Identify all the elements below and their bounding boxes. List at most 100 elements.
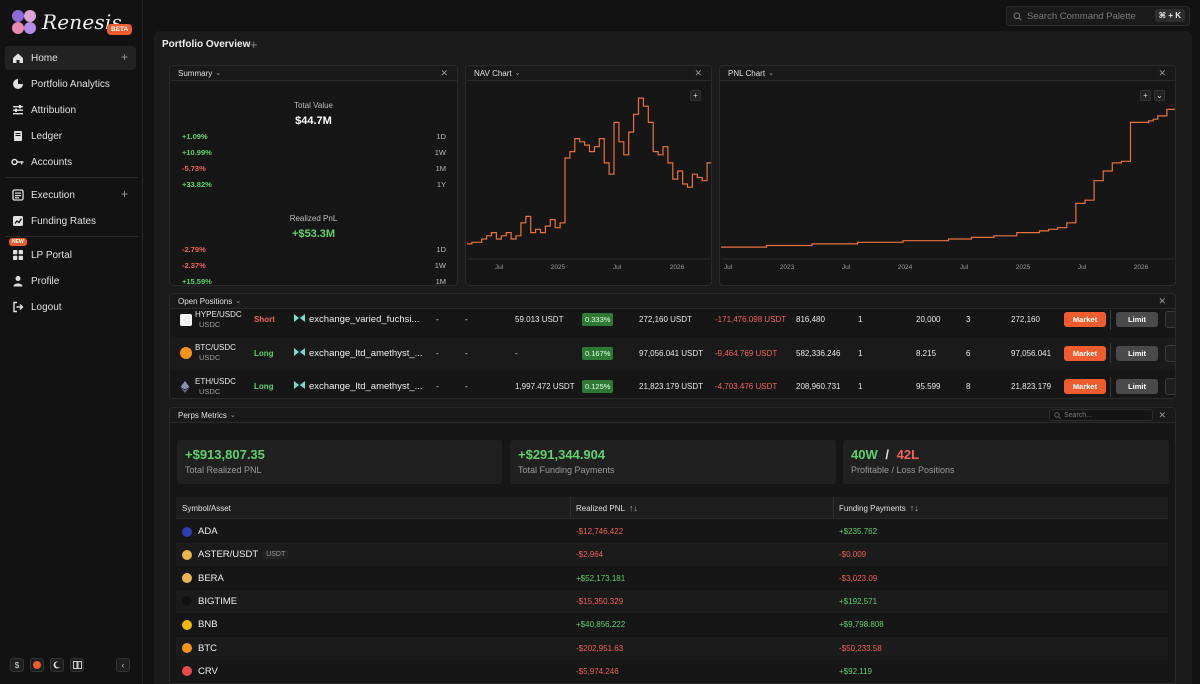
currency-toggle[interactable]: $ — [10, 658, 24, 672]
table-row[interactable]: BIGTIME -$15,350.329 +$192.571 — [176, 589, 1168, 613]
column-funding-payments[interactable]: Funding Payments ↑↓ — [833, 497, 919, 519]
nav-line-chart[interactable]: Jul 2025 Jul 2026 — [466, 82, 712, 286]
close-icon[interactable]: ✕ — [694, 68, 702, 78]
button-divider — [1110, 337, 1111, 370]
open-positions-header[interactable]: Open Positions ⌄ ✕ — [170, 294, 1175, 309]
sidebar-item-portfolio-analytics[interactable]: Portfolio Analytics — [5, 72, 136, 96]
position-qty-cell: 816,480 — [796, 303, 825, 336]
symbol-cell: ASTER/USDT USDT — [182, 543, 289, 566]
status-dot-icon[interactable] — [30, 658, 44, 672]
position-row[interactable]: BTC/USDC USDC Long exchange_ltd_amethyst_..… — [170, 336, 1175, 370]
add-widget-button[interactable]: + — [250, 37, 258, 52]
change-period: 1W — [434, 261, 446, 270]
column-realized-pnl[interactable]: Realized PNL ↑↓ — [570, 497, 638, 519]
funding-payment-cell: +$92.119 — [839, 666, 872, 676]
table-row[interactable]: ASTER/USDT USDT -$2.964 -$0.009 — [176, 543, 1168, 567]
more-actions-button[interactable] — [1165, 311, 1175, 328]
position-row[interactable]: ETH/USDC USDC Long exchange_ltd_amethyst_..… — [170, 370, 1175, 398]
coin-icon — [182, 666, 192, 677]
close-icon[interactable]: ✕ — [1158, 68, 1166, 78]
logo-icon — [12, 9, 37, 35]
zoom-in-button[interactable]: + — [1140, 90, 1151, 101]
limit-order-button[interactable]: Limit — [1116, 379, 1158, 394]
more-actions-button[interactable] — [1165, 378, 1175, 395]
sidebar-item-home[interactable]: Home + — [5, 46, 136, 70]
command-palette-search[interactable]: Search Command Palette ⌘ + K — [1006, 6, 1190, 26]
position-lev-cell: 1 — [858, 370, 862, 398]
close-icon[interactable]: ✕ — [1158, 296, 1166, 306]
limit-order-button[interactable]: Limit — [1116, 312, 1158, 327]
limit-order-button[interactable]: Limit — [1116, 345, 1158, 361]
coin-icon — [182, 619, 192, 630]
metric-label: Total Realized PNL — [185, 465, 262, 475]
perps-search-input[interactable]: Search... — [1049, 409, 1153, 421]
book-open-icon[interactable] — [70, 658, 84, 672]
table-row[interactable]: BERA +$52,173.181 -$3,023.09 — [176, 567, 1168, 590]
total-value-label: Total Value — [294, 101, 333, 110]
position-pnl-cell: -171,476.098 USDT — [715, 303, 786, 336]
market-order-button[interactable]: Market — [1064, 345, 1106, 361]
table-row[interactable]: BTC -$202,951.63 -$50,233.58 — [176, 636, 1168, 660]
sidebar-item-lp-portal[interactable]: NEW LP Portal — [5, 238, 136, 267]
x-tick-label: Jul — [1078, 264, 1087, 271]
shortcut-badge: ⌘ + K — [1154, 9, 1185, 22]
position-row[interactable]: HYPE/USDC USDC Short exchange_varied_fuchsi… — [170, 303, 1175, 336]
change-value: -5.73% — [182, 164, 206, 173]
coin-icon — [182, 596, 192, 607]
sort-icon[interactable]: ↑↓ — [909, 503, 919, 513]
sidebar-item-ledger[interactable]: Ledger — [5, 124, 136, 148]
close-icon[interactable]: ✕ — [1158, 410, 1166, 420]
sort-icon[interactable]: ↑↓ — [628, 503, 638, 513]
perps-table-header: Symbol/Asset Realized PNL ↑↓ Funding Paym… — [176, 497, 1168, 519]
moon-icon[interactable] — [50, 658, 64, 672]
side-label: Short — [254, 315, 275, 324]
add-home-view-icon[interactable]: + — [120, 50, 128, 64]
cell-value: - — [436, 315, 439, 324]
funding-rate-badge: 0.333% — [582, 313, 614, 326]
close-icon[interactable]: ✕ — [440, 68, 448, 78]
more-actions-button[interactable] — [1165, 344, 1175, 362]
coin-icon — [182, 643, 192, 653]
exchange-cell: exchange_ltd_amethyst_... — [294, 337, 423, 370]
sidebar-item-profile[interactable]: Profile — [5, 269, 136, 293]
symbol-label: BERA — [198, 572, 224, 584]
summary-header[interactable]: Summary ⌄ ✕ — [170, 66, 457, 81]
position-value-cell: 21,823.179 USDT — [639, 370, 703, 398]
sidebar-item-execution[interactable]: Execution + — [5, 183, 136, 207]
sidebar-item-accounts[interactable]: Accounts — [5, 150, 136, 174]
change-value: +10.99% — [182, 148, 212, 157]
pnl-chart-header[interactable]: PNL Chart ⌄ ✕ — [720, 66, 1175, 81]
cell-value: -171,476.098 USDT — [715, 315, 787, 324]
metric-value: +$913,807.35 — [185, 447, 265, 462]
symbol-cell: BTC — [182, 637, 217, 660]
symbol-label: BTC — [198, 642, 217, 654]
value-change-row: +10.99% 1W — [182, 148, 446, 160]
table-row[interactable]: CRV -$5,974.246 +$92.119 — [176, 660, 1168, 683]
add-execution-icon[interactable]: + — [120, 187, 128, 201]
zoom-in-button[interactable]: + — [690, 90, 701, 101]
column-symbol[interactable]: Symbol/Asset — [176, 497, 231, 519]
market-order-button[interactable]: Market — [1064, 379, 1106, 394]
table-row[interactable]: ADA -$12,746.422 +$235.762 — [176, 520, 1168, 543]
side-label: Long — [254, 348, 274, 358]
sidebar-item-funding-rates[interactable]: Funding Rates — [5, 209, 136, 233]
coin-icon — [182, 573, 192, 584]
position-entry-cell: 95.599 — [916, 370, 940, 398]
main-panel: Portfolio Overview + Summary ⌄ ✕ Total Va… — [154, 31, 1192, 684]
position-pnl-cell: -4,703.476 USDT — [715, 370, 777, 398]
position-dash2-cell: - — [465, 303, 468, 336]
market-order-button[interactable]: Market — [1064, 312, 1106, 327]
sidebar-item-attribution[interactable]: Attribution — [5, 98, 136, 122]
sidebar-tools: $ — [10, 658, 84, 672]
sidebar-item-logout[interactable]: Logout — [5, 295, 136, 319]
nav-chart-header[interactable]: NAV Chart ⌄ ✕ — [466, 66, 711, 81]
chart-options-button[interactable]: ⌄ — [1154, 90, 1165, 101]
sidebar-item-label: Profile — [31, 275, 60, 287]
exchange-name: exchange_ltd_amethyst_... — [309, 381, 423, 392]
collapse-sidebar-button[interactable]: ‹ — [116, 658, 130, 672]
cell-value: 21,823.179 — [1011, 382, 1052, 391]
logo[interactable]: Renesis — [12, 9, 122, 35]
pnl-line-chart[interactable]: Jul 2023 Jul 2024 Jul 2025 Jul 2026 — [720, 82, 1176, 286]
perps-metrics-header[interactable]: Perps Metrics ⌄ Search... ✕ — [170, 408, 1175, 423]
table-row[interactable]: BNB +$40,856.222 +$9,798.808 — [176, 613, 1168, 636]
